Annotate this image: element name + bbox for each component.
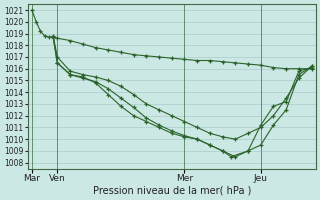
X-axis label: Pression niveau de la mer( hPa ): Pression niveau de la mer( hPa ) <box>92 186 251 196</box>
